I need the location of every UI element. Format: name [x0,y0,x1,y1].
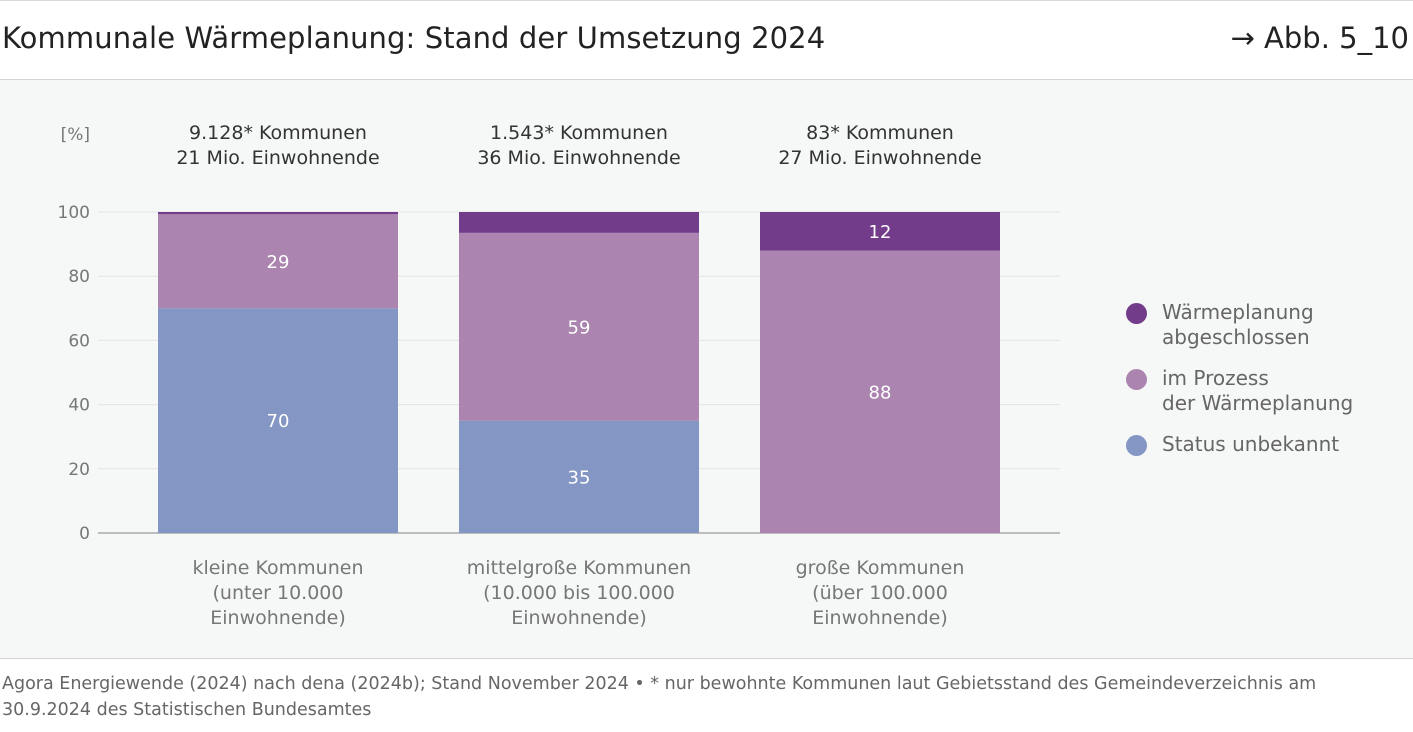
legend-item: Status unbekannt [1126,432,1353,457]
source-note: Agora Energiewende (2024) nach dena (202… [2,674,1317,720]
bar-segment [158,308,398,533]
bar-segment [459,420,699,533]
column-header: 36 Mio. Einwohnende [477,147,680,169]
bar-value-label: 70 [267,411,290,432]
column-header: 83* Kommunen [806,122,954,144]
bar-segment [760,212,1000,251]
legend-swatch [1126,369,1147,390]
legend-item: Wärmeplanung abgeschlossen [1126,300,1353,350]
column-header: 1.543* Kommunen [490,122,668,144]
legend-label: Wärmeplanung abgeschlossen [1162,300,1314,349]
y-tick-label: 80 [68,267,90,287]
figure-reference-link[interactable]: → Abb. 5_10 [1230,21,1409,55]
bar-segment [760,250,1000,533]
y-tick-label: 20 [68,460,90,480]
y-tick-label: 40 [68,396,90,416]
figure-header: Kommunale Wärmeplanung: Stand der Umsetz… [0,1,1413,80]
chart-legend: Wärmeplanung abgeschlossen im Prozess der… [1126,300,1353,473]
bar-value-label: 59 [568,317,591,338]
legend-item: im Prozess der Wärmeplanung [1126,366,1353,416]
category-label: kleine Kommunen [193,557,364,579]
y-tick-label: 0 [79,524,90,544]
y-tick-label: 100 [58,203,90,223]
category-label: Einwohnende) [812,607,947,629]
legend-swatch [1126,303,1147,324]
category-label: Einwohnende) [511,607,646,629]
bar-segment [459,212,699,233]
y-axis-label: [%] [61,125,90,145]
bar-segment [158,214,398,309]
legend-label: Status unbekannt [1162,432,1340,456]
category-label: mittelgroße Kommunen [467,557,691,579]
column-header: 21 Mio. Einwohnende [176,147,379,169]
category-label: (unter 10.000 [213,582,344,604]
bar-segment [459,232,699,421]
bar-value-label: 88 [869,382,892,403]
column-header: 27 Mio. Einwohnende [778,147,981,169]
chart-panel: 0 20 40 60 80 100 [%] 70 29 9.128* Kommunen 21 Mio… [0,80,1413,659]
legend-swatch [1126,435,1147,456]
bar-value-label: 12 [869,222,892,243]
bar-value-label: 35 [568,467,591,488]
category-label: (10.000 bis 100.000 [483,582,675,604]
category-label: große Kommunen [796,557,965,579]
legend-label: im Prozess der Wärmeplanung [1162,366,1354,415]
chart-title: Kommunale Wärmeplanung: Stand der Umsetz… [2,21,826,55]
top-rule [0,0,1413,1]
column-header: 9.128* Kommunen [189,122,367,144]
bar-segment [158,212,398,215]
bar-value-label: 29 [267,252,290,273]
y-tick-label: 60 [68,331,90,351]
category-label: (über 100.000 [812,582,948,604]
category-label: Einwohnende) [210,607,345,629]
stacked-bar-chart: 0 20 40 60 80 100 [%] 70 29 9.128* Kommunen 21 Mio… [58,122,1060,629]
